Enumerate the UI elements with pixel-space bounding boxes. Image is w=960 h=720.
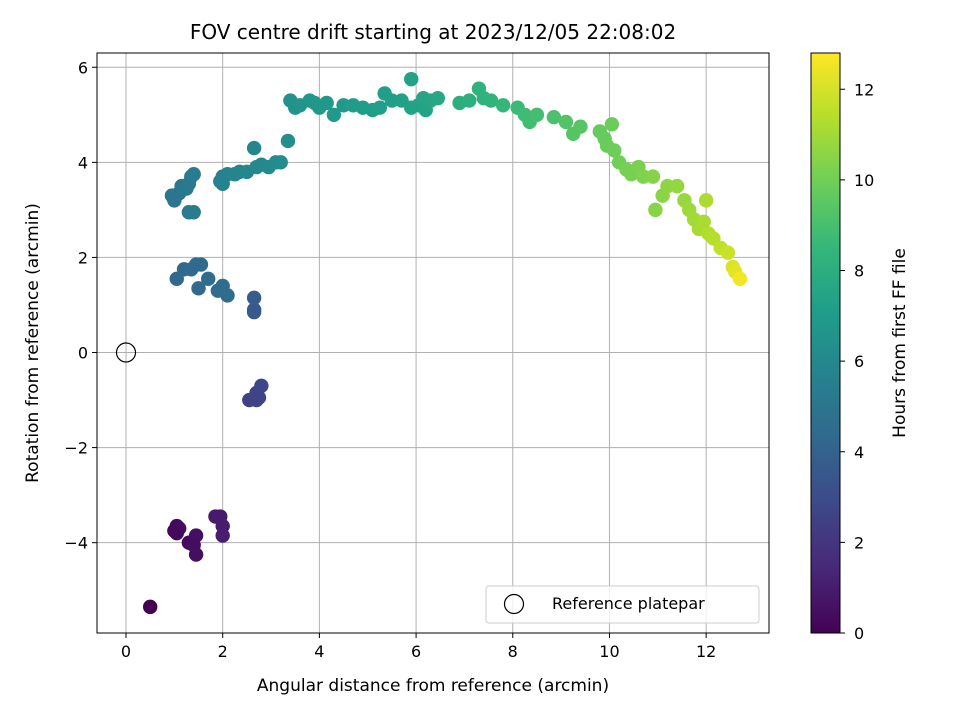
data-point xyxy=(720,245,736,260)
legend-box xyxy=(485,585,760,624)
data-point xyxy=(558,114,574,130)
data-point xyxy=(186,205,201,220)
data-point xyxy=(645,169,661,184)
plot-frame xyxy=(96,52,770,634)
data-point xyxy=(573,119,588,134)
data-point xyxy=(698,193,714,208)
data-point xyxy=(462,93,477,108)
y-axis: −4 −2 0 2 4 6 xyxy=(64,58,97,553)
colorbar-frame xyxy=(810,52,841,634)
data-points xyxy=(142,71,748,615)
x-tick-label: 6 xyxy=(411,642,421,661)
x-tick-label: 4 xyxy=(314,642,324,661)
data-point xyxy=(167,523,182,538)
data-point xyxy=(188,528,204,543)
data-point xyxy=(188,547,204,562)
data-point xyxy=(732,271,748,287)
reference-platepar-marker xyxy=(115,342,137,363)
legend: Reference platepar xyxy=(485,585,760,624)
colorbar-tick-label: 4 xyxy=(854,443,864,462)
data-point xyxy=(186,167,201,182)
data-point xyxy=(246,140,262,156)
data-point xyxy=(254,378,269,393)
legend-marker-icon xyxy=(503,593,525,615)
data-point xyxy=(142,599,158,615)
data-point xyxy=(220,288,235,303)
data-point xyxy=(372,100,388,115)
x-tick-label: 8 xyxy=(508,642,518,661)
legend-label: Reference platepar xyxy=(552,594,705,613)
data-point xyxy=(200,271,216,287)
x-tick-label: 0 xyxy=(121,642,131,661)
y-tick-label: 0 xyxy=(78,344,88,363)
data-point xyxy=(696,214,711,229)
x-axis-label: Angular distance from reference (arcmin) xyxy=(257,676,609,696)
data-point xyxy=(191,281,206,296)
colorbar-gradient xyxy=(811,53,840,633)
colorbar-tick-label: 2 xyxy=(854,533,864,552)
data-point xyxy=(246,290,262,306)
data-point xyxy=(430,90,446,106)
data-point xyxy=(648,202,663,218)
y-axis-label: Rotation from reference (arcmin) xyxy=(23,203,43,483)
data-point xyxy=(495,98,511,113)
y-tick-label: −2 xyxy=(64,439,88,458)
y-tick-label: 2 xyxy=(78,248,88,267)
data-point xyxy=(193,257,209,272)
colorbar-tick-label: 0 xyxy=(854,624,864,643)
x-axis: 0 2 4 6 8 10 12 xyxy=(121,633,716,661)
y-tick-label: 6 xyxy=(78,58,88,77)
colorbar-label: Hours from first FF file xyxy=(890,248,910,438)
colorbar-ticks: 0 2 4 6 8 10 12 xyxy=(840,80,874,643)
data-point xyxy=(546,109,562,125)
data-point xyxy=(246,302,262,317)
data-point xyxy=(669,178,685,194)
x-tick-label: 2 xyxy=(218,642,228,661)
colorbar-tick-label: 6 xyxy=(854,352,864,371)
data-point xyxy=(319,95,334,111)
colorbar-tick-label: 8 xyxy=(854,262,864,281)
data-point xyxy=(215,528,230,543)
data-point xyxy=(607,143,622,158)
data-point xyxy=(529,107,545,123)
data-point xyxy=(280,133,296,149)
colorbar-tick-label: 12 xyxy=(854,80,874,99)
data-point xyxy=(404,71,419,87)
x-tick-label: 12 xyxy=(696,642,716,661)
data-point xyxy=(604,117,620,132)
data-point xyxy=(326,107,342,123)
colorbar-tick-label: 10 xyxy=(854,171,874,190)
data-point xyxy=(483,93,499,108)
x-tick-label: 10 xyxy=(599,642,619,661)
colorbar: 0 2 4 6 8 10 12 Hours from first FF file xyxy=(810,52,910,643)
y-tick-label: −4 xyxy=(64,534,88,553)
chart-title: FOV centre drift starting at 2023/12/05 … xyxy=(190,20,676,44)
data-point xyxy=(273,155,288,170)
y-tick-label: 4 xyxy=(78,153,88,172)
